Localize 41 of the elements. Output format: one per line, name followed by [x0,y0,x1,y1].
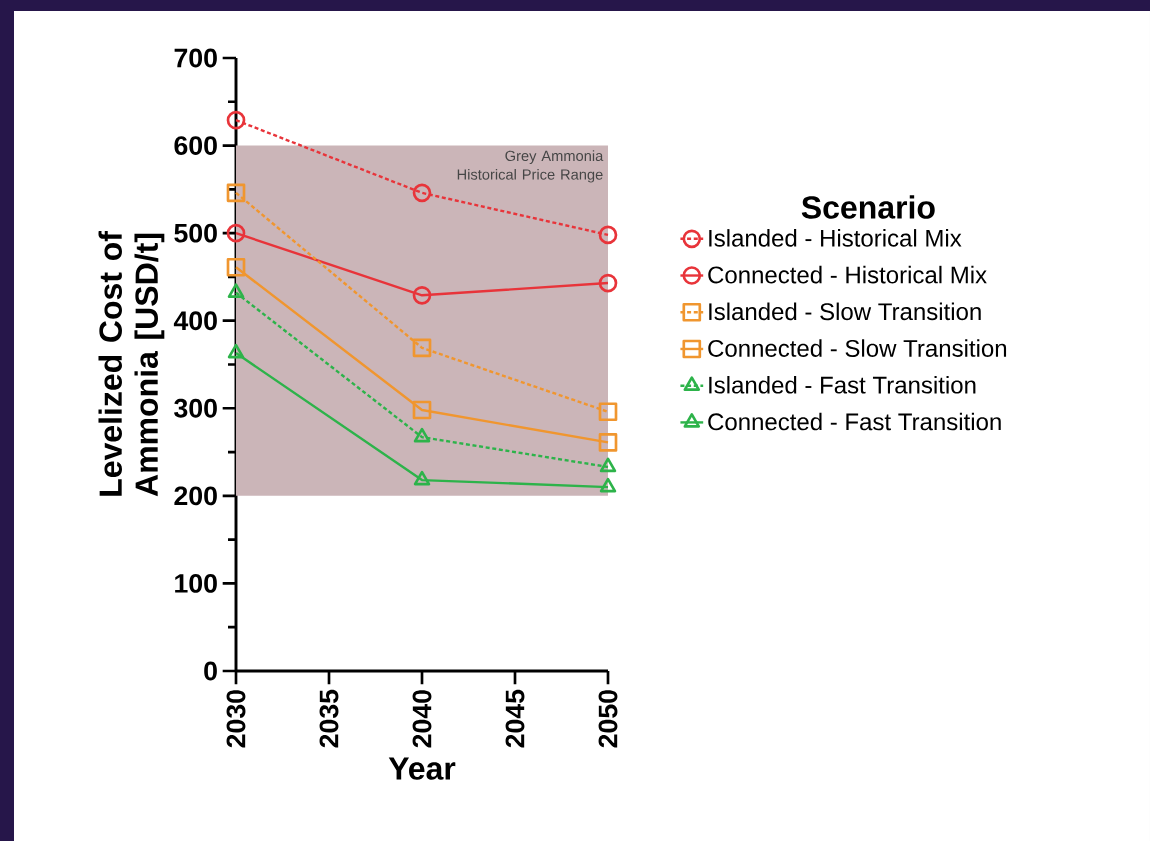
legend-label: Connected - Historical Mix [708,265,987,284]
y-tick-label: 200 [174,486,217,506]
point [226,183,246,203]
point [412,285,432,305]
y-tick-label: 0 [204,661,217,681]
point [226,110,246,130]
point [598,402,618,422]
legend-label: Islanded - Fast Transition [709,375,976,394]
x-tick-label: 2040 [412,690,432,748]
legend-label: Connected - Fast Transition [708,412,1001,431]
y-tick-label: 100 [175,573,217,593]
legend-label: Connected - Slow Transition [708,339,1007,357]
point [598,225,618,245]
point [412,338,432,358]
point [413,470,431,486]
band-label: Grey Ammonia Historical Price Range [457,150,604,183]
x-tick-label: 2030 [226,690,246,748]
y-tick-label: 700 [174,48,217,68]
legend-label: Islanded - Historical Mix [709,229,962,247]
point [598,433,618,452]
point [227,343,245,359]
x-tick-label: 2050 [598,690,618,748]
point [413,427,431,443]
legend-label: Islanded - Slow Transition [709,302,981,321]
point [226,257,246,277]
y-tick-label: 300 [174,398,217,418]
x-tick-label: 2035 [319,689,339,748]
point [412,400,432,420]
y-axis-title: Levelized Cost of Ammonia [USD/t] [98,231,165,497]
y-tick-label: 500 [174,223,217,243]
y-tick-label: 400 [173,311,217,331]
point [599,477,617,493]
point [227,283,245,299]
point [412,183,432,203]
x-axis-title: Year [388,757,456,780]
point [599,457,617,473]
legend-title: Scenario [801,195,935,219]
point [598,273,618,293]
y-tick-label: 600 [174,136,217,155]
x-tick-label: 2045 [505,689,525,748]
point [226,223,246,243]
